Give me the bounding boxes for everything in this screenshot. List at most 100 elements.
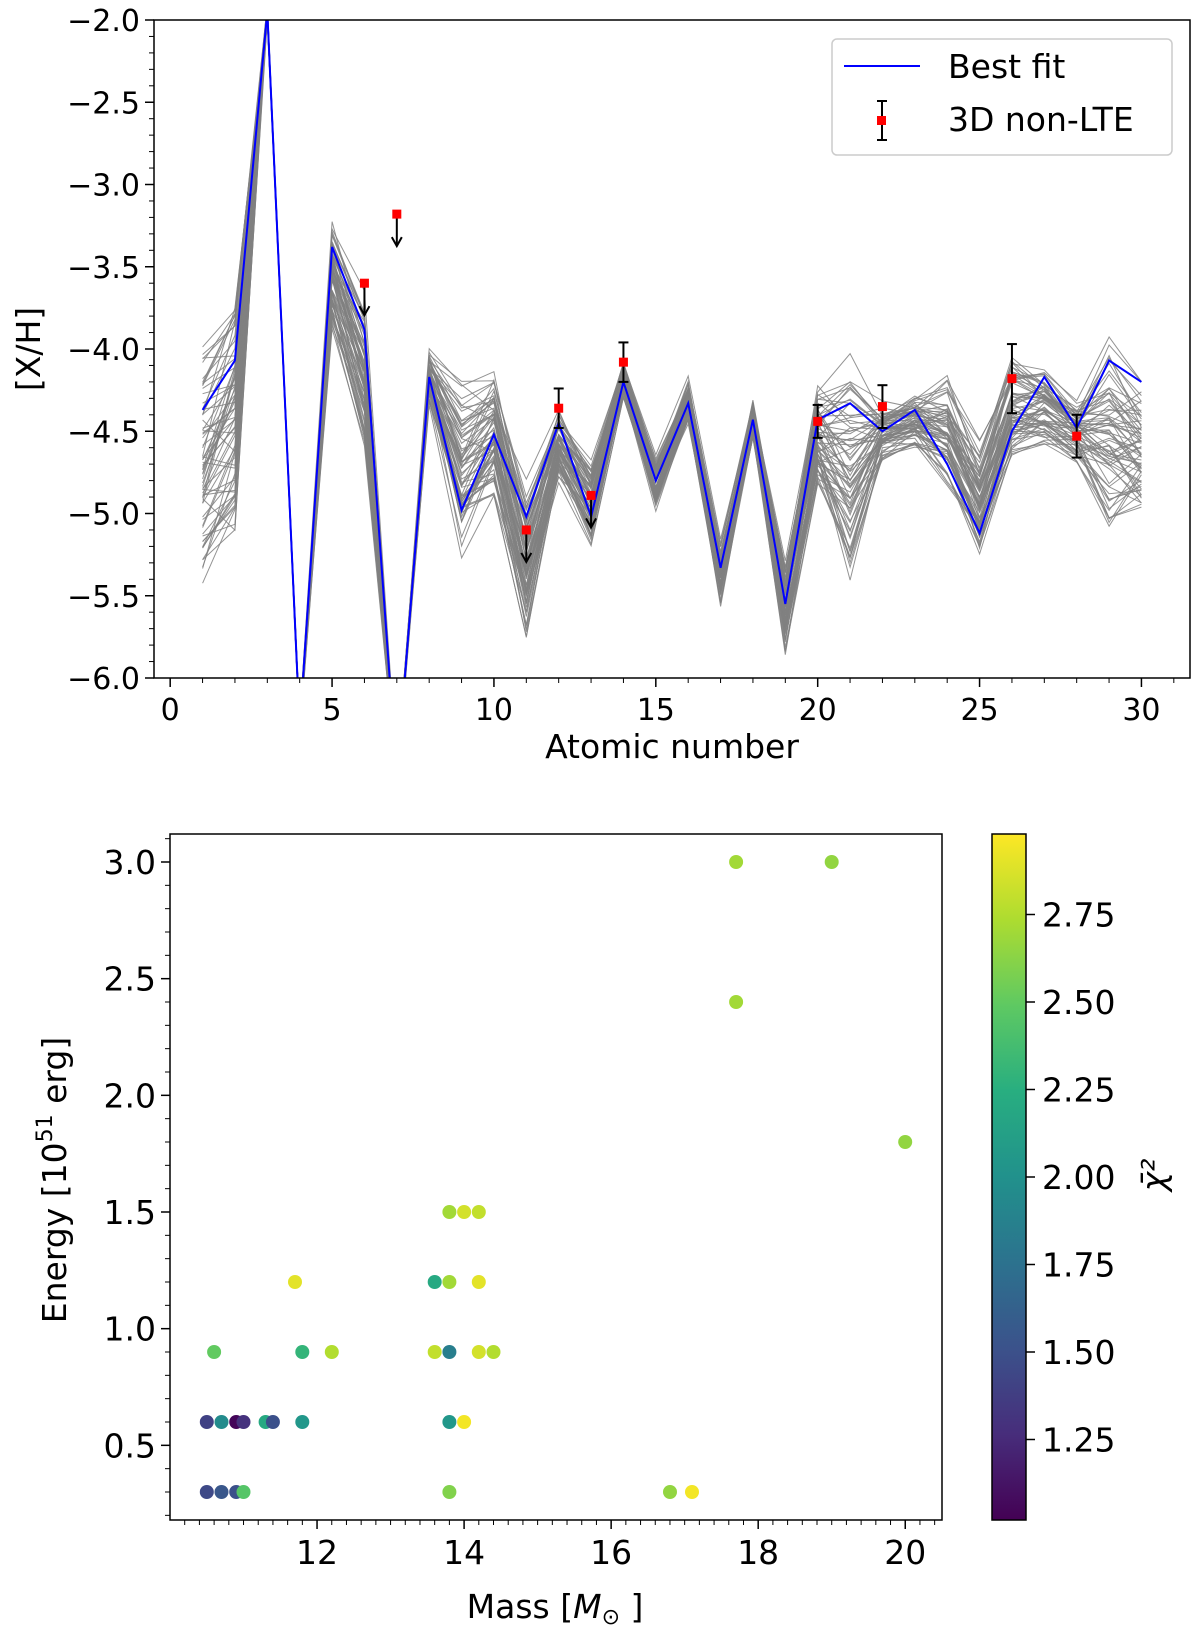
scatter-point bbox=[442, 1275, 457, 1289]
x-tick-label: 15 bbox=[637, 693, 675, 728]
y-tick-label: 2.0 bbox=[104, 1076, 156, 1115]
measurement-point bbox=[390, 209, 403, 249]
x-tick-label: 0 bbox=[161, 693, 180, 728]
scatter-point bbox=[663, 1485, 677, 1499]
scatter-point bbox=[207, 1345, 222, 1359]
scatter-point bbox=[442, 1485, 457, 1499]
measurement-point bbox=[812, 403, 823, 439]
scatter-point bbox=[471, 1345, 486, 1359]
arrow-head bbox=[390, 236, 403, 249]
x-tick-label: 5 bbox=[323, 693, 342, 728]
ensemble-line bbox=[202, 20, 1142, 678]
scatter-point bbox=[471, 1275, 486, 1289]
y-axis-label: [X/H] bbox=[9, 307, 48, 391]
arrow-head bbox=[358, 305, 371, 318]
scatter-point bbox=[288, 1275, 302, 1289]
scatter-point bbox=[427, 1345, 442, 1359]
colorbar-tick-label: 2.75 bbox=[1042, 896, 1115, 935]
y-tick-label: −3.5 bbox=[67, 251, 140, 286]
y-tick-label: −5.5 bbox=[67, 580, 140, 615]
scatter-point bbox=[442, 1415, 457, 1429]
y-tick-label: −5.0 bbox=[67, 498, 140, 533]
colorbar-tick-label: 1.25 bbox=[1042, 1421, 1115, 1460]
scatter-point bbox=[324, 1345, 339, 1359]
ensemble-line bbox=[202, 20, 1142, 678]
scatter-point bbox=[295, 1345, 310, 1359]
scatter-point bbox=[685, 1485, 699, 1499]
measurement-marker bbox=[521, 525, 531, 535]
legend-best-fit-label: Best fit bbox=[948, 47, 1065, 86]
measurement-marker bbox=[554, 403, 564, 413]
scatter-point bbox=[214, 1485, 229, 1499]
scatter-point bbox=[457, 1205, 472, 1219]
x-tick-label: 30 bbox=[1122, 693, 1160, 728]
scatter-point bbox=[199, 1485, 214, 1499]
y-tick-label: −3.0 bbox=[67, 169, 140, 204]
y-tick-label: 1.5 bbox=[104, 1193, 156, 1232]
measurement-point bbox=[358, 278, 371, 318]
y-tick-label: −2.0 bbox=[67, 4, 140, 39]
measurement-point bbox=[877, 384, 888, 429]
scatter-point bbox=[265, 1415, 280, 1429]
measurement-point bbox=[618, 341, 629, 383]
arrow-head bbox=[520, 552, 533, 565]
measurement-marker bbox=[1072, 431, 1082, 441]
measurement-marker bbox=[813, 416, 823, 426]
x-tick-label: 16 bbox=[590, 1533, 632, 1572]
y-tick-label: −6.0 bbox=[67, 662, 140, 697]
scatter-point bbox=[236, 1485, 251, 1499]
x-axis-label: Mass [M⊙ ] bbox=[467, 1587, 644, 1630]
ensemble-line bbox=[202, 20, 1142, 678]
y-tick-label: 3.0 bbox=[104, 843, 156, 882]
axes-frame bbox=[169, 833, 943, 1521]
scatter-point bbox=[486, 1345, 501, 1359]
y-tick-label: 2.5 bbox=[104, 960, 156, 999]
scatter-point bbox=[729, 855, 744, 869]
measurement-marker bbox=[1007, 374, 1017, 384]
scatter-point bbox=[214, 1415, 229, 1429]
ensemble-line bbox=[202, 20, 1142, 678]
legend: Best fit 3D non-LTE bbox=[831, 38, 1173, 156]
y-axis-ticks: −6.0 −5.5 −5.0 −4.5 −4.0 −3.5 −3.0 −2.5 −2.0 bbox=[67, 4, 154, 697]
x-tick-label: 20 bbox=[884, 1533, 926, 1572]
x-axis-label: Atomic number bbox=[545, 727, 799, 766]
colorbar: 1.25 1.50 1.75 2.00 2.25 2.50 2.75 χ̄² bbox=[991, 833, 1173, 1521]
colorbar-label: χ̄² bbox=[1134, 1159, 1173, 1194]
measurement-marker bbox=[359, 278, 369, 288]
scatter-point bbox=[236, 1415, 251, 1429]
ensemble-line bbox=[202, 20, 1142, 678]
x-tick-label: 25 bbox=[960, 693, 998, 728]
scatter-point bbox=[898, 1135, 913, 1149]
colorbar-tick-label: 2.00 bbox=[1042, 1158, 1115, 1197]
colorbar-tick-label: 1.50 bbox=[1042, 1333, 1115, 1372]
measurement-marker bbox=[392, 209, 402, 219]
y-axis-label: Energy [1051 erg] bbox=[33, 1037, 74, 1324]
scatter-point bbox=[824, 855, 839, 869]
y-tick-label: −4.5 bbox=[67, 415, 140, 450]
scatter-point bbox=[199, 1415, 214, 1429]
y-tick-label: 0.5 bbox=[104, 1426, 156, 1465]
measurement-marker bbox=[586, 490, 596, 500]
scatter-point bbox=[442, 1205, 457, 1219]
best-fit-line bbox=[201, 20, 1142, 678]
x-tick-label: 20 bbox=[799, 693, 837, 728]
scatter-point bbox=[457, 1415, 472, 1429]
x-axis-ticks: 12 14 16 18 20 bbox=[184, 1520, 936, 1572]
scatter-point bbox=[471, 1205, 486, 1219]
energy-mass-panel: 12 14 16 18 20 0.5 1.0 1.5 2.0 2.5 3.0 Mass [M⊙ ]… bbox=[33, 833, 1173, 1630]
ensemble-line bbox=[202, 20, 1142, 678]
measurement-point bbox=[1071, 413, 1082, 459]
ensemble-line bbox=[202, 20, 1142, 678]
colorbar-tick-label: 2.50 bbox=[1042, 983, 1115, 1022]
measurement-marker bbox=[877, 402, 887, 412]
x-tick-label: 18 bbox=[737, 1533, 779, 1572]
measurement-point bbox=[585, 490, 597, 530]
ensemble-line bbox=[202, 20, 1142, 678]
abundance-panel: 0 5 10 15 20 25 30 −6.0 −5.5 −5.0 −4.5 −4.0 −3.5 −3.… bbox=[9, 4, 1191, 766]
measurement-points bbox=[358, 209, 1082, 565]
measurement-point bbox=[553, 387, 564, 429]
arrow-head bbox=[585, 517, 597, 530]
legend-frame bbox=[831, 38, 1173, 156]
measurement-marker bbox=[618, 357, 628, 367]
